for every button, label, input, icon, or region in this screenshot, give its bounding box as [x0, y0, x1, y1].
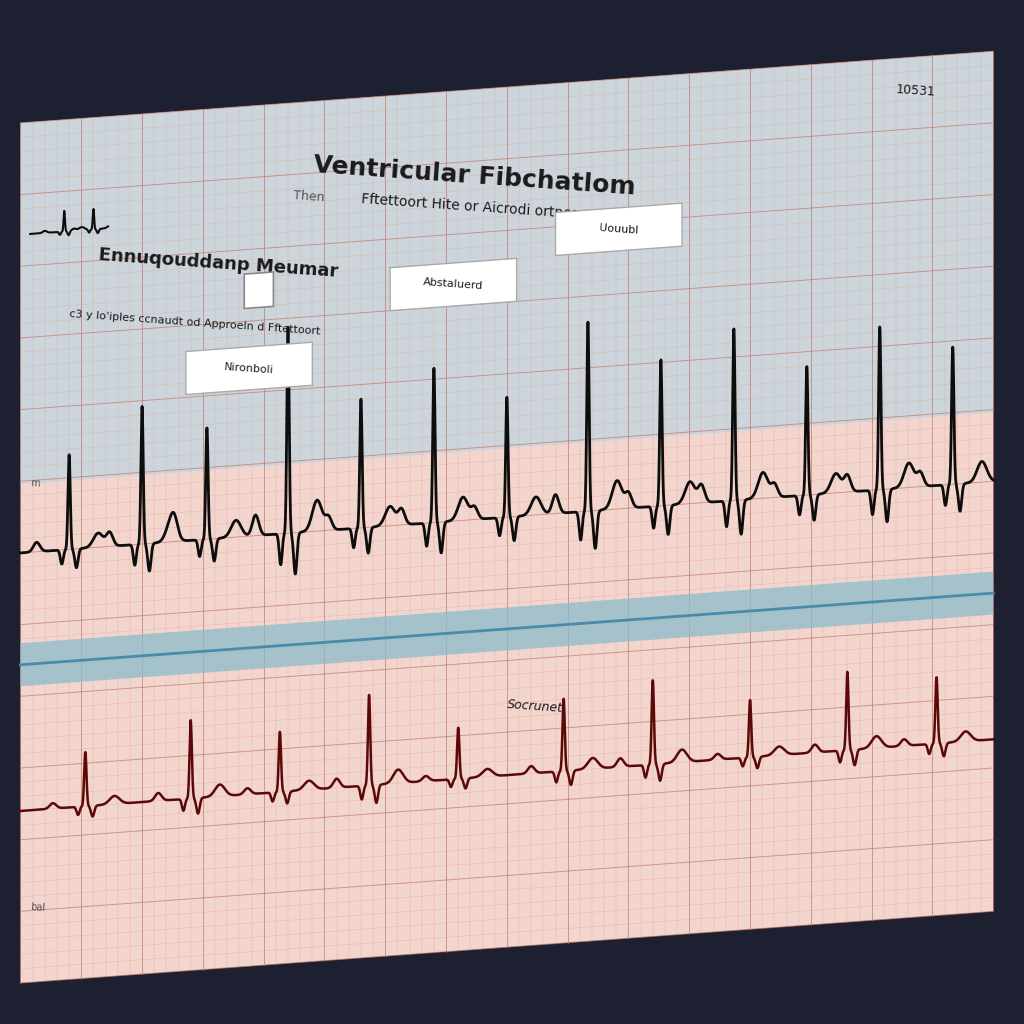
Text: Fftettoort Hite or Aicrodi ortnces: Fftettoort Hite or Aicrodi ortnces [360, 193, 587, 222]
Text: Nironboli: Nironboli [224, 361, 274, 375]
Polygon shape [993, 901, 1024, 1024]
Text: Socrunet: Socrunet [507, 698, 563, 715]
Text: Then: Then [293, 188, 325, 204]
Text: Abstaluerd: Abstaluerd [423, 278, 483, 292]
Polygon shape [390, 258, 516, 310]
Text: Ventricular Fibchatlom: Ventricular Fibchatlom [312, 153, 636, 200]
Polygon shape [555, 203, 682, 255]
Polygon shape [993, 0, 1024, 72]
Text: Ennuqouddanp Meumar: Ennuqouddanp Meumar [98, 246, 339, 281]
Polygon shape [244, 272, 273, 308]
Text: c3 y lo'iples ccnaudt od Approeln d Fftettoort: c3 y lo'iples ccnaudt od Approeln d Ffte… [70, 308, 321, 336]
Polygon shape [0, 0, 154, 410]
Polygon shape [0, 0, 20, 123]
Polygon shape [20, 571, 993, 686]
Polygon shape [0, 922, 1024, 1024]
Text: Uouubl: Uouubl [599, 223, 639, 236]
Polygon shape [186, 342, 312, 394]
Polygon shape [20, 51, 993, 983]
Polygon shape [20, 51, 993, 484]
Text: bal: bal [31, 902, 46, 913]
Text: m: m [31, 478, 40, 488]
Text: 10531: 10531 [895, 83, 936, 98]
